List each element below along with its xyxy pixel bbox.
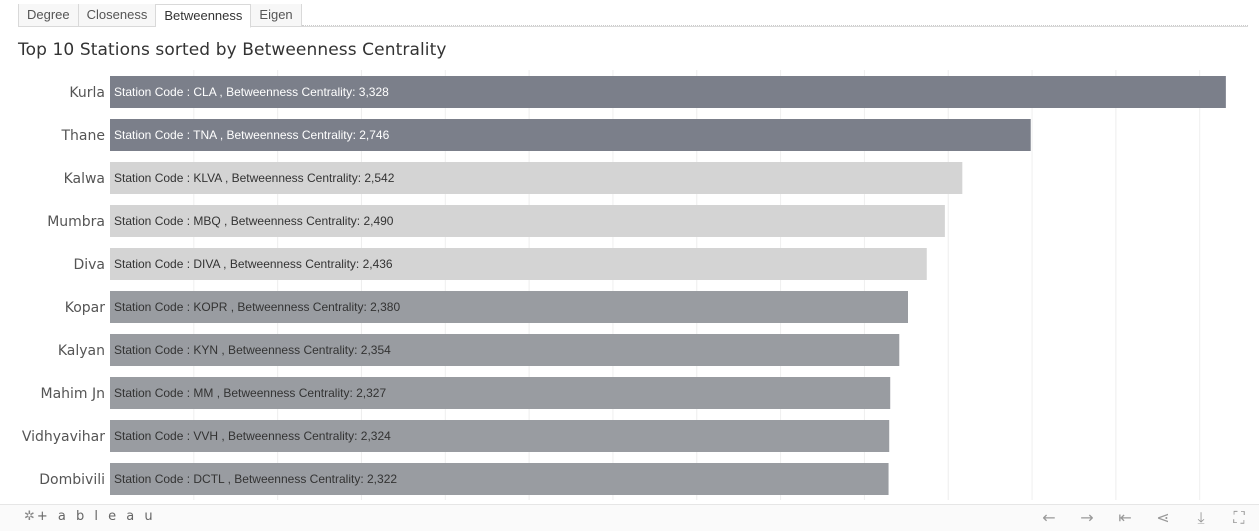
bar-mumbra[interactable] <box>110 205 945 237</box>
tab-closeness[interactable]: Closeness <box>78 4 157 26</box>
category-label: Kalyan <box>58 343 105 359</box>
category-label: Kopar <box>65 300 106 316</box>
chart-title: Top 10 Stations sorted by Betweenness Ce… <box>18 40 447 60</box>
data-label: Station Code : MM , Betweenness Centrali… <box>114 386 386 400</box>
tableau-logo-icon: ✲ <box>24 509 35 524</box>
category-label: Vidhyavihar <box>22 429 105 445</box>
category-label: Kurla <box>69 85 105 101</box>
tableau-toolbar: ✲ + a b l e a u ← → ⇤ ⋖ ⤓ ⛶ <box>0 504 1259 531</box>
category-label: Mumbra <box>47 214 105 230</box>
data-label: Station Code : KYN , Betweenness Central… <box>114 343 391 357</box>
data-label: Station Code : KOPR , Betweenness Centra… <box>114 300 400 314</box>
tableau-logo[interactable]: ✲ + a b l e a u <box>24 509 156 524</box>
category-label: Mahim Jn <box>40 386 105 402</box>
bar-kalyan[interactable] <box>110 334 900 366</box>
data-label: Station Code : DIVA , Betweenness Centra… <box>114 257 393 271</box>
download-icon[interactable]: ⤓ <box>1197 508 1205 527</box>
data-label: Station Code : MBQ , Betweenness Central… <box>114 214 394 228</box>
bar-chart: Kurla Station Code : CLA , Betweenness Ce… <box>22 70 1226 500</box>
undo-icon[interactable]: ← <box>1042 508 1056 527</box>
tab-strip-filler <box>301 4 1248 26</box>
bar-dombivili[interactable] <box>110 463 889 495</box>
fullscreen-icon[interactable]: ⛶ <box>1233 508 1245 527</box>
toolbar-controls: ← → ⇤ ⋖ ⤓ ⛶ <box>1037 507 1251 529</box>
tab-degree[interactable]: Degree <box>18 4 79 26</box>
bar-vidhyavihar[interactable] <box>110 420 890 452</box>
revert-icon[interactable]: ⇤ <box>1118 508 1132 527</box>
bar-diva[interactable] <box>110 248 927 280</box>
tab-eigen[interactable]: Eigen <box>251 4 302 26</box>
data-label: Station Code : TNA , Betweenness Central… <box>114 128 390 142</box>
data-label: Station Code : KLVA , Betweenness Centra… <box>114 171 395 185</box>
category-label: Kalwa <box>64 171 105 187</box>
category-label: Thane <box>61 128 106 144</box>
category-label: Diva <box>73 257 105 273</box>
bar-mahim-jn[interactable] <box>110 377 891 409</box>
data-label: Station Code : DCTL , Betweenness Centra… <box>114 472 397 486</box>
redo-icon[interactable]: → <box>1080 508 1094 527</box>
data-label: Station Code : CLA , Betweenness Central… <box>114 85 389 99</box>
bar-kurla[interactable] <box>110 76 1226 108</box>
bar-thane[interactable] <box>110 119 1031 151</box>
category-label: Dombivili <box>39 472 105 488</box>
data-label: Station Code : VVH , Betweenness Central… <box>114 429 391 443</box>
tab-strip: Degree Closeness Betweenness Eigen <box>18 4 1248 28</box>
tableau-logo-text: + a b l e a u <box>36 509 156 524</box>
bar-kalwa[interactable] <box>110 162 963 194</box>
bar-kopar[interactable] <box>110 291 908 323</box>
share-icon[interactable]: ⋖ <box>1156 508 1170 527</box>
tab-betweenness[interactable]: Betweenness <box>156 4 252 28</box>
